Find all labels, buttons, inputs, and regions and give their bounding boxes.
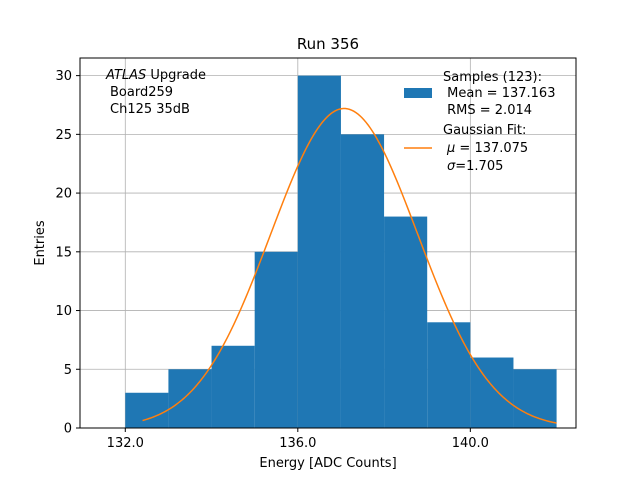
- y-tick-label: 30: [55, 69, 72, 84]
- y-tick-label: 10: [55, 304, 72, 319]
- upgrade-label: Upgrade: [146, 68, 206, 83]
- histogram-bar: [384, 216, 428, 428]
- histogram-bar: [254, 251, 298, 428]
- x-tick-label: 132.0: [107, 436, 144, 451]
- legend-fit-sigma-value: =1.705: [455, 159, 503, 174]
- x-axis-label: Energy [ADC Counts]: [259, 456, 396, 471]
- histogram-bar: [297, 75, 341, 428]
- histogram-bars: [125, 75, 557, 428]
- sigma-symbol: σ: [447, 159, 456, 174]
- atlas-label: ATLAS: [105, 68, 146, 83]
- histogram-bar: [125, 392, 169, 428]
- y-tick-label: 20: [55, 187, 72, 202]
- legend-fit-sigma: σ=1.705: [447, 159, 503, 174]
- histogram-bar: [470, 357, 514, 428]
- axis-ticks: 132.0 136.0 140.0 0 5 10 15 20 25 30: [55, 69, 488, 451]
- x-tick-label: 136.0: [279, 436, 316, 451]
- legend-samples-rms: RMS = 2.014: [443, 103, 532, 118]
- atlas-annotation-line-1: ATLAS Upgrade: [105, 68, 206, 83]
- chart-title: Run 356: [297, 35, 359, 53]
- y-tick-label: 0: [64, 422, 72, 437]
- atlas-annotation: ATLAS Upgrade Board259 Ch125 35dB: [105, 68, 206, 117]
- legend-fit-title: Gaussian Fit:: [443, 123, 526, 138]
- legend-fit-mu: μ = 137.075: [446, 141, 528, 156]
- legend-fit-mu-value: = 137.075: [455, 141, 528, 156]
- mu-symbol: μ: [446, 141, 455, 156]
- y-axis-label: Entries: [33, 220, 48, 266]
- y-tick-label: 15: [55, 245, 72, 260]
- histogram-bar: [513, 369, 557, 428]
- x-tick-label: 140.0: [452, 436, 489, 451]
- legend: Samples (123): Mean = 137.163 RMS = 2.01…: [404, 70, 555, 174]
- histogram-bar: [427, 322, 471, 428]
- y-tick-label: 5: [64, 363, 72, 378]
- gaussian-fit-curve: [142, 107, 557, 424]
- histogram-bar: [168, 369, 212, 428]
- y-tick-label: 25: [55, 128, 72, 143]
- legend-samples-title: Samples (123):: [443, 70, 542, 85]
- plot-frame: [79, 57, 577, 429]
- histogram-bar: [211, 345, 255, 428]
- histogram-bar: [340, 134, 385, 428]
- legend-samples-mean: Mean = 137.163: [443, 86, 555, 101]
- channel-label: Ch125 35dB: [110, 102, 190, 117]
- legend-samples-swatch: [404, 88, 432, 98]
- board-label: Board259: [110, 85, 173, 100]
